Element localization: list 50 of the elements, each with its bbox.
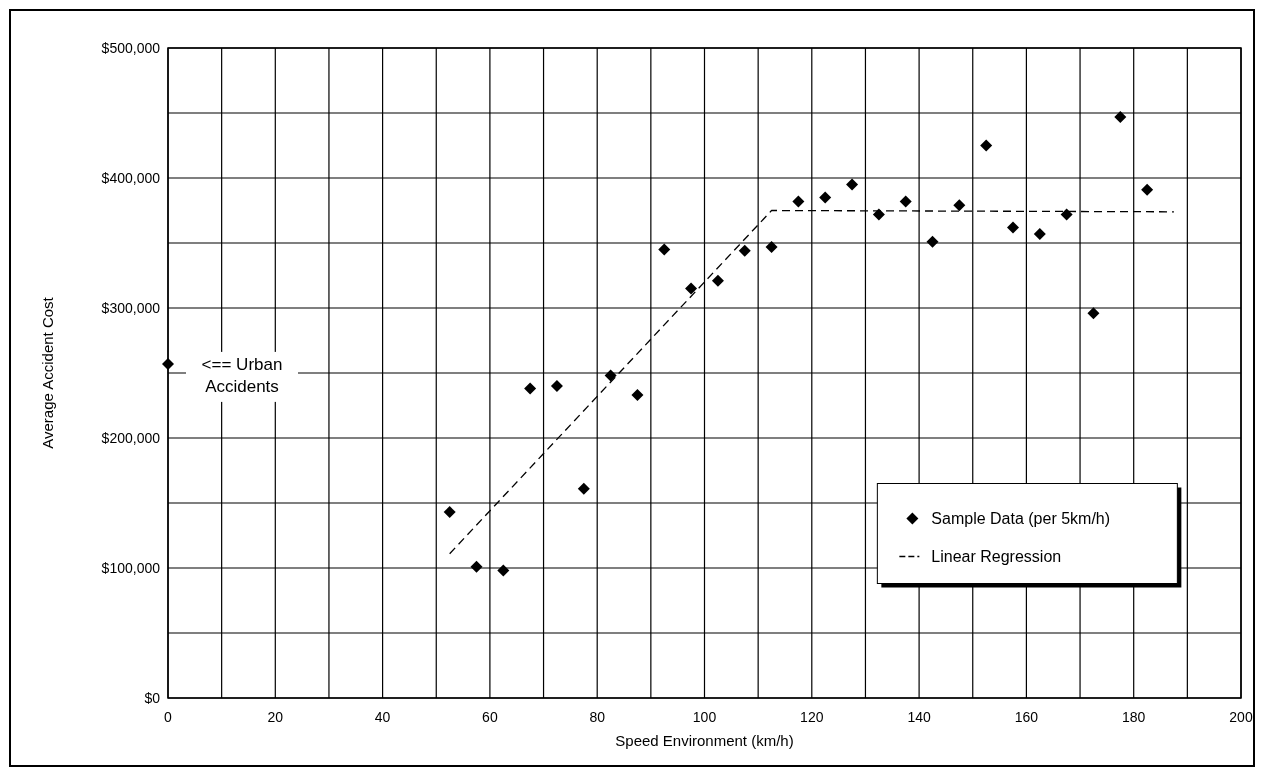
point xyxy=(953,199,966,212)
y-tick-label: $400,000 xyxy=(101,170,161,186)
point xyxy=(550,380,563,392)
x-tick-label: 140 xyxy=(907,709,931,725)
point xyxy=(926,235,939,248)
point xyxy=(443,506,456,519)
legend-label: Sample Data (per 5km/h) xyxy=(931,509,1111,527)
y-tick-label: $500,000 xyxy=(101,40,161,56)
point xyxy=(792,195,805,208)
point xyxy=(1087,307,1100,320)
x-tick-label: 20 xyxy=(267,709,284,725)
point xyxy=(604,369,617,382)
y-tick-label: $300,000 xyxy=(101,300,161,316)
point xyxy=(819,191,832,204)
point xyxy=(846,178,859,191)
point xyxy=(1006,221,1019,234)
point xyxy=(1114,110,1127,123)
point xyxy=(470,560,483,573)
point xyxy=(711,274,724,287)
point xyxy=(497,564,510,577)
point xyxy=(685,282,698,295)
y-axis-title: Average Accident Cost xyxy=(39,296,56,449)
point xyxy=(1033,227,1046,240)
point xyxy=(872,208,885,221)
y-tick-label: $100,000 xyxy=(101,560,161,576)
point xyxy=(1060,208,1073,221)
x-tick-label: 0 xyxy=(164,709,173,725)
point xyxy=(899,195,912,208)
point xyxy=(738,244,751,257)
point xyxy=(1141,183,1154,196)
x-tick-label: 200 xyxy=(1229,709,1253,725)
point xyxy=(658,243,671,256)
point xyxy=(765,240,778,253)
point xyxy=(577,482,590,495)
legend-label: Linear Regression xyxy=(931,547,1062,565)
x-tick-label: 60 xyxy=(482,709,498,725)
y-tick-label: $200,000 xyxy=(101,430,161,446)
point xyxy=(162,357,174,370)
point xyxy=(524,382,537,395)
x-tick-label: 40 xyxy=(374,709,391,725)
x-tick-label: 120 xyxy=(800,709,824,725)
x-tick-label: 180 xyxy=(1122,709,1146,725)
point xyxy=(980,139,993,152)
x-axis-title: Speed Environment (km/h) xyxy=(615,732,794,749)
x-tick-label: 100 xyxy=(692,709,717,725)
annotation: <== Urban Accidents xyxy=(201,354,283,396)
x-tick-label: 80 xyxy=(589,709,606,725)
x-tick-label: 160 xyxy=(1014,709,1039,725)
y-tick-label: $0 xyxy=(144,690,161,706)
point xyxy=(631,389,644,402)
